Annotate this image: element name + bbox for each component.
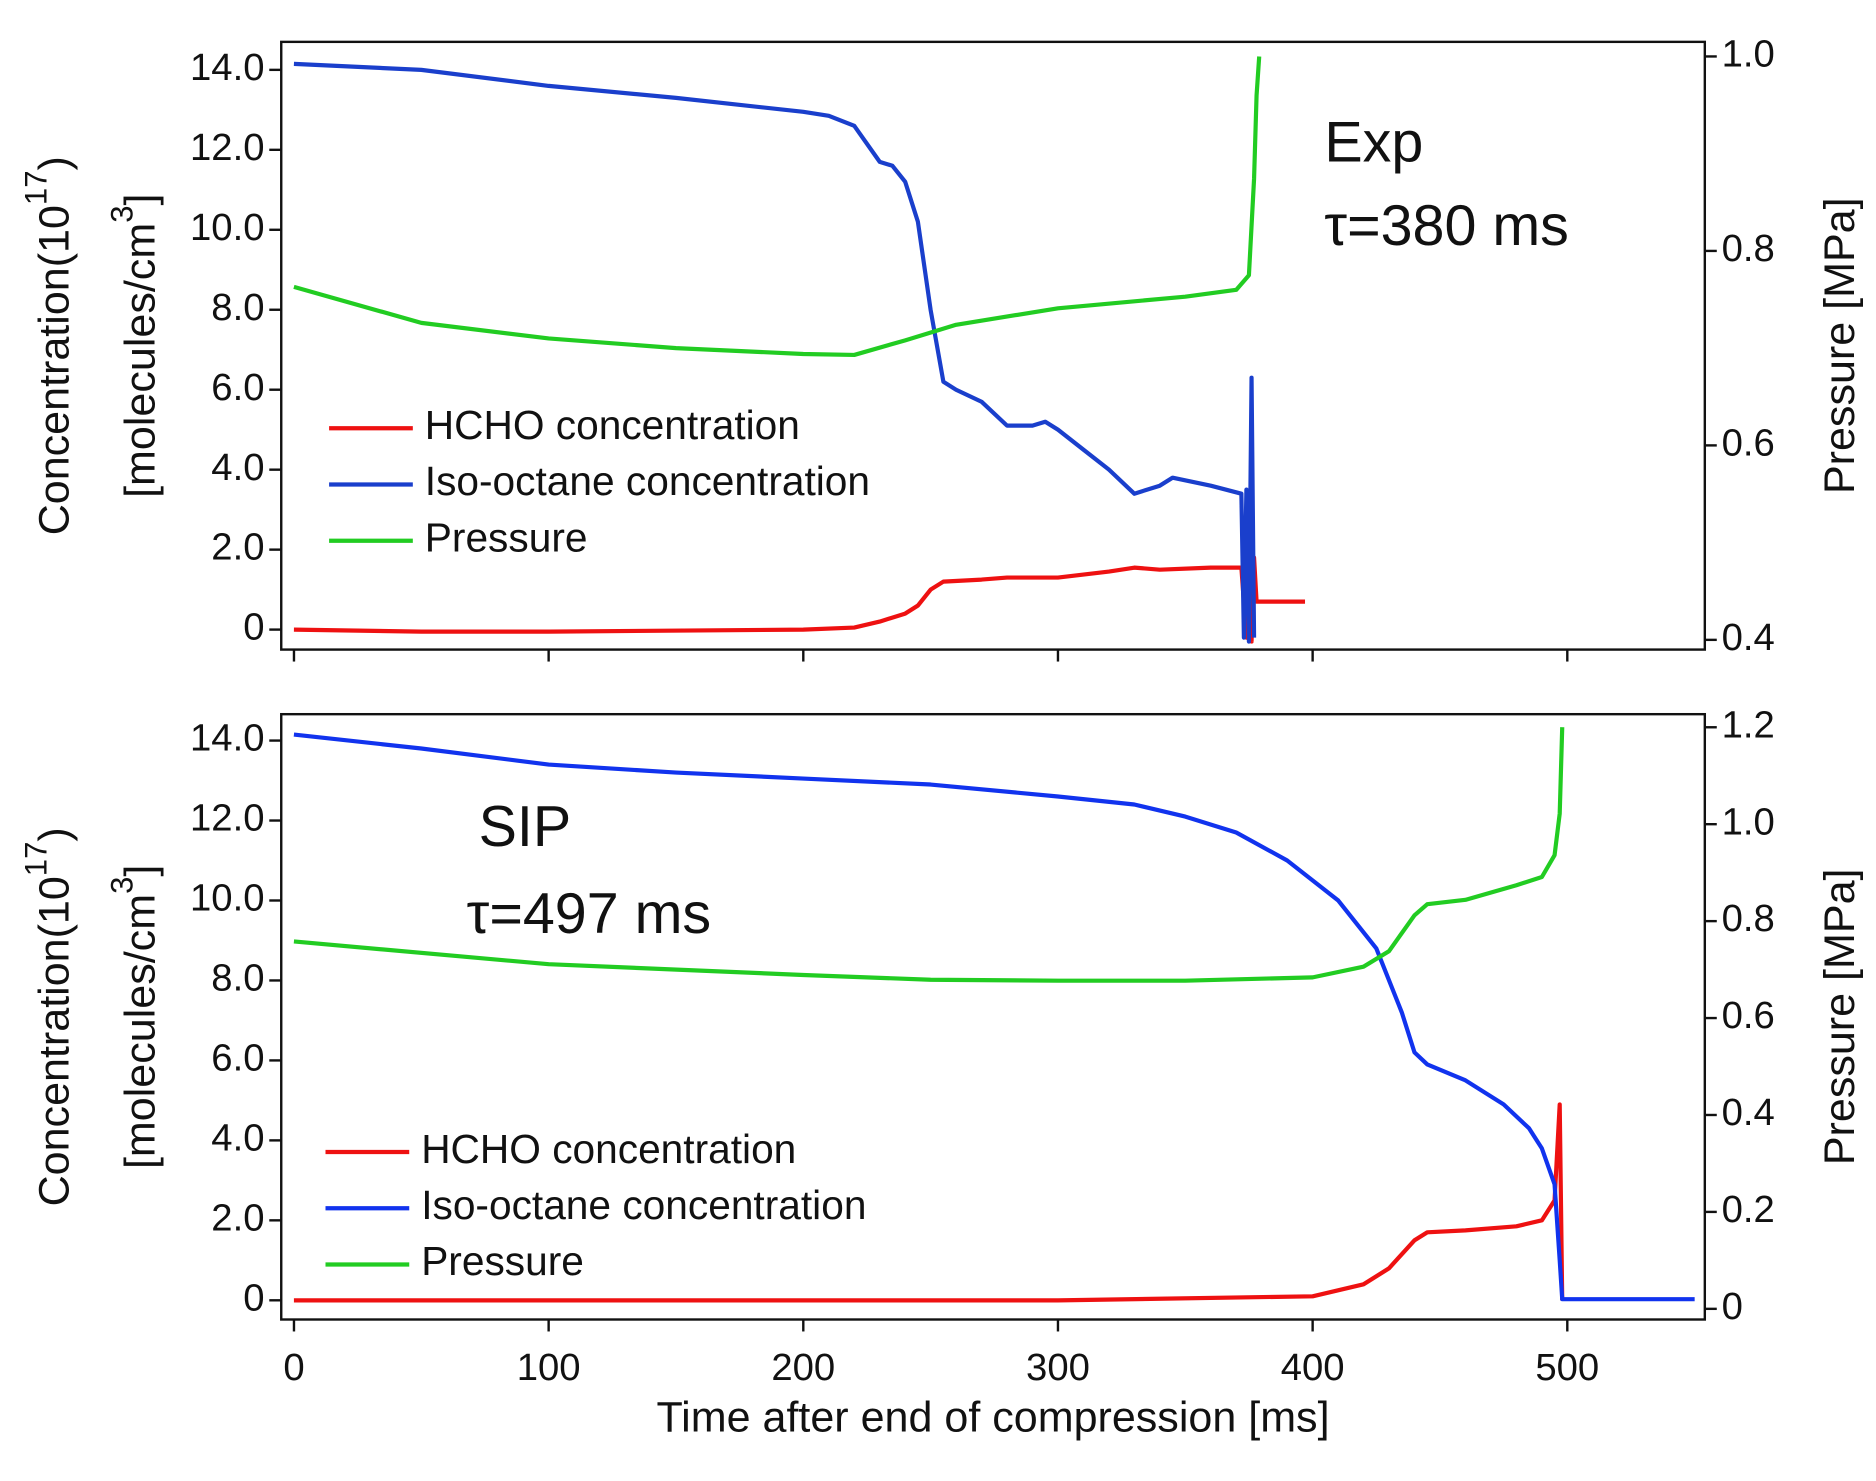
y-tick-label: 12.0 bbox=[190, 126, 264, 169]
y-axis-label-part: Concentration(10 bbox=[31, 876, 79, 1206]
y2-tick-label: 1.2 bbox=[1722, 703, 1775, 746]
annotation: SIP bbox=[479, 795, 572, 859]
y-axis-label: Concentration(1017) bbox=[19, 827, 79, 1206]
annotation: τ=380 ms bbox=[1324, 194, 1568, 258]
y-axis-label-part: Concentration(10 bbox=[31, 205, 79, 535]
y-tick-label: 2.0 bbox=[211, 526, 264, 569]
x-axis-label: Time after end of compression [ms] bbox=[656, 1393, 1329, 1441]
y-tick-label: 6.0 bbox=[211, 366, 264, 409]
series-line bbox=[293, 732, 1695, 1302]
y-tick-label: 8.0 bbox=[211, 286, 264, 329]
y-axis-label-part: [molecules/cm bbox=[117, 894, 165, 1169]
legend-label: Iso-octane concentration bbox=[425, 458, 870, 504]
plot-frame bbox=[280, 40, 1707, 651]
y2-axis-label: Pressure [MPa] bbox=[1816, 197, 1864, 494]
y2-tick-label: 1.0 bbox=[1722, 33, 1775, 76]
y-tick-label: 14.0 bbox=[190, 46, 264, 89]
y-axis-label-part: 3 bbox=[105, 206, 140, 223]
y-axis-label-part: ] bbox=[117, 194, 165, 206]
y-tick-label: 0 bbox=[243, 606, 264, 649]
y-axis-label-part: 17 bbox=[19, 170, 54, 205]
x-tick-label: 300 bbox=[1026, 1346, 1090, 1389]
legend-label: Iso-octane concentration bbox=[421, 1182, 866, 1228]
series-line bbox=[293, 727, 1565, 983]
y-tick-label: 12.0 bbox=[190, 797, 264, 840]
y-axis-label-part: [molecules/cm bbox=[117, 223, 165, 498]
y-tick-label: 8.0 bbox=[211, 957, 264, 1000]
y2-tick-label: 0.2 bbox=[1722, 1188, 1775, 1231]
y-tick-label: 10.0 bbox=[190, 206, 264, 249]
y-tick-label: 14.0 bbox=[190, 717, 264, 760]
y-tick-label: 4.0 bbox=[211, 446, 264, 489]
x-tick-label: 500 bbox=[1535, 1346, 1599, 1389]
y2-tick-label: 0.4 bbox=[1722, 616, 1775, 659]
y2-tick-label: 0.8 bbox=[1722, 227, 1775, 270]
annotation: Exp bbox=[1324, 110, 1423, 174]
x-tick-label: 200 bbox=[771, 1346, 835, 1389]
y2-tick-label: 0.8 bbox=[1722, 897, 1775, 940]
x-tick-label: 400 bbox=[1281, 1346, 1345, 1389]
legend-label: HCHO concentration bbox=[421, 1126, 796, 1172]
series-line bbox=[293, 56, 1262, 358]
x-tick-label: 0 bbox=[283, 1346, 304, 1389]
y2-tick-label: 1.0 bbox=[1722, 800, 1775, 843]
y-tick-label: 10.0 bbox=[190, 877, 264, 920]
annotation: τ=497 ms bbox=[467, 882, 711, 946]
y2-tick-label: 0.6 bbox=[1722, 422, 1775, 465]
y2-tick-label: 0 bbox=[1722, 1285, 1743, 1328]
y-tick-label: 4.0 bbox=[211, 1116, 264, 1159]
series-line bbox=[293, 61, 1257, 644]
y2-tick-label: 0.6 bbox=[1722, 994, 1775, 1037]
y-axis-label-part: ] bbox=[117, 865, 165, 877]
y-axis-label: [molecules/cm3] bbox=[105, 194, 165, 498]
y2-axis-label: Pressure [MPa] bbox=[1816, 869, 1864, 1166]
legend-label: HCHO concentration bbox=[425, 402, 800, 448]
y-tick-label: 2.0 bbox=[211, 1196, 264, 1239]
plot-frame bbox=[280, 712, 1707, 1321]
series-line bbox=[293, 555, 1306, 644]
legend-label: Pressure bbox=[421, 1238, 584, 1284]
y-axis-label-part: ) bbox=[31, 827, 79, 841]
y-axis-label: [molecules/cm3] bbox=[105, 865, 165, 1169]
y-tick-label: 6.0 bbox=[211, 1037, 264, 1080]
x-tick-label: 100 bbox=[517, 1346, 581, 1389]
y-axis-label: Concentration(1017) bbox=[19, 156, 79, 535]
y-tick-label: 0 bbox=[243, 1276, 264, 1319]
y2-tick-label: 0.4 bbox=[1722, 1091, 1775, 1134]
y-axis-label-part: ) bbox=[31, 156, 79, 170]
y-axis-label-part: 17 bbox=[19, 842, 54, 877]
y-axis-label-part: 3 bbox=[105, 877, 140, 894]
legend-label: Pressure bbox=[425, 514, 588, 560]
